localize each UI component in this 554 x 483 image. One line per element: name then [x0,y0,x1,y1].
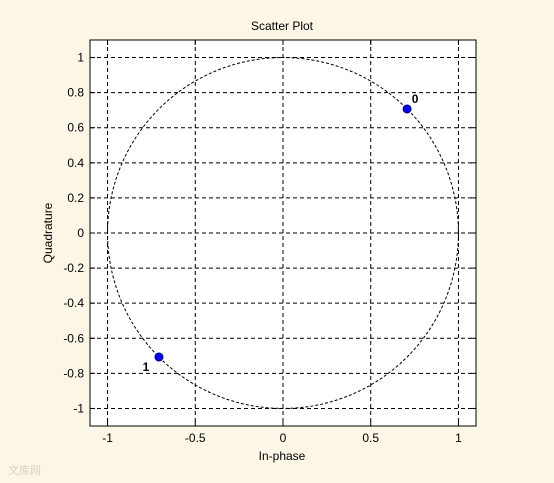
y-tick-label: 0 [77,226,84,240]
reference-circle [107,57,459,409]
data-points: 01 [143,92,419,374]
x-tick-label: 0 [280,431,287,445]
x-tick-label: 0.5 [362,431,379,445]
axes-frame [89,39,477,427]
x-tick-label: -0.5 [185,431,206,445]
data-point-label: 0 [412,92,419,106]
y-tick-label: -0.2 [63,261,84,275]
data-point [402,104,412,114]
y-tick-label: -0.8 [63,366,84,380]
y-tick-label: -0.4 [63,296,84,310]
chart-title: Scatter Plot [251,19,314,33]
axis-ticks: -1 -0.5 0 0.5 1 1 0.8 0.6 0.4 0.2 0 -0.2 -0.4 -0.6 -0.… [63,40,476,445]
data-point-label: 1 [143,360,150,374]
watermark-text: 文库网 [8,463,41,477]
y-tick-label: -0.6 [63,331,84,345]
x-axis-label: In-phase [259,449,306,463]
y-tick-label: 0.8 [67,86,84,100]
y-axis-label: Quadrature [41,202,55,263]
x-tick-label: -1 [102,431,113,445]
x-tick-label: 1 [455,431,462,445]
y-tick-label: 1 [77,51,84,65]
y-tick-label: 0.4 [67,156,84,170]
data-point [154,352,164,362]
y-tick-label: -1 [73,401,84,415]
y-tick-label: 0.6 [67,121,84,135]
reference-circle-layer [107,57,459,409]
y-tick-label: 0.2 [67,191,84,205]
